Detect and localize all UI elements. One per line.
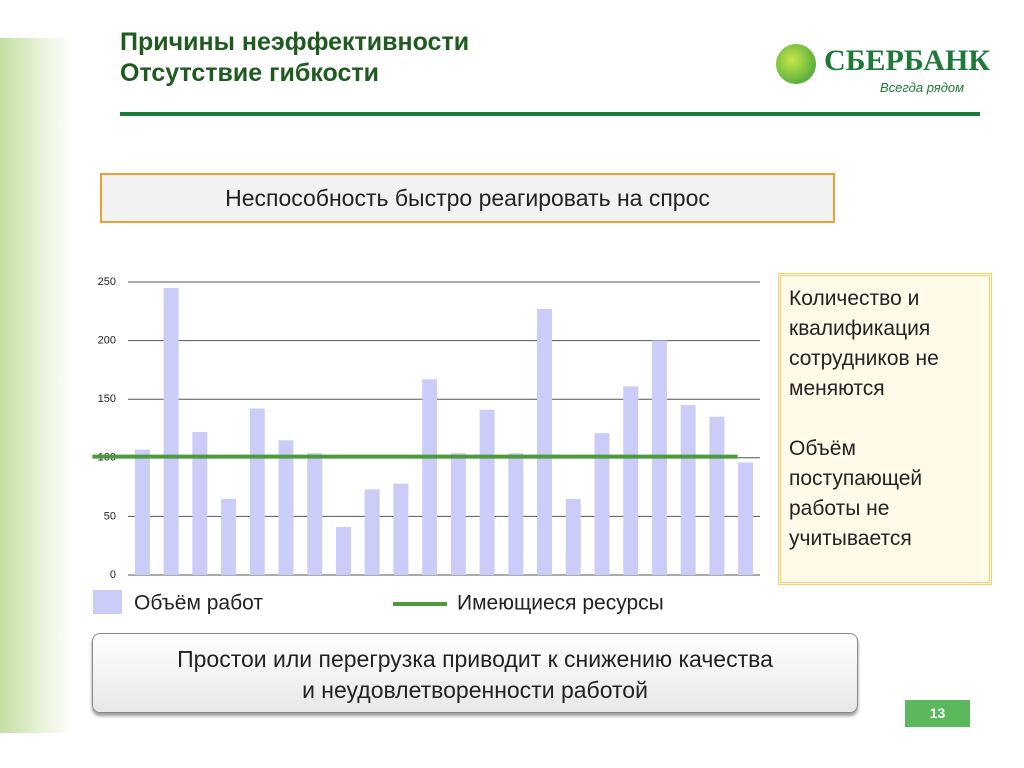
conclusion-line: Простои или перегрузка приводит к снижен… [177,646,773,672]
bar [163,287,179,575]
conclusion-box: Простои или перегрузка приводит к снижен… [92,633,858,713]
title: Причины неэффективности [120,28,470,56]
bar [335,526,351,575]
logo-icon [776,44,816,84]
bar [623,386,639,575]
bar [594,433,610,575]
bar [738,462,754,575]
bar [537,308,553,575]
bar [709,416,725,575]
note: Объём поступающей работы не учитывается [789,437,923,550]
bar [565,498,581,575]
legend-label: Имеющиеся ресурсы [457,592,664,615]
bar [508,453,524,575]
page-number: 13 [905,700,970,727]
logo: СБЕРБАНК [824,44,991,77]
side-decoration [0,38,74,733]
slogan: Всегда рядом [880,80,965,95]
bar [393,483,409,575]
bar [221,498,237,575]
bar [278,440,294,575]
y-tick-label: 150 [98,393,116,405]
bar [307,453,323,575]
y-tick-label: 250 [98,276,116,288]
bar [249,408,265,575]
bar [450,453,466,575]
bar [422,379,438,575]
legend-label: Объём работ [134,592,263,615]
conclusion-line: и неудовлетворенности работой [302,677,648,703]
notes-box: Количество и квалификация сотрудников не… [778,273,992,585]
problem-box: Неспособность быстро реагировать на спро… [100,173,835,223]
y-tick-label: 0 [110,569,116,581]
header-rule [120,112,980,116]
note: Количество и квалификация сотрудников не… [789,287,939,400]
subtitle: Отсутствие гибкости [120,59,379,87]
bar [134,449,150,575]
bar [192,432,208,575]
legend-swatch [93,590,122,614]
bar [364,489,380,575]
y-tick-label: 200 [98,335,116,347]
y-tick-label: 50 [104,510,116,522]
bar [479,409,495,575]
bar [680,405,696,575]
